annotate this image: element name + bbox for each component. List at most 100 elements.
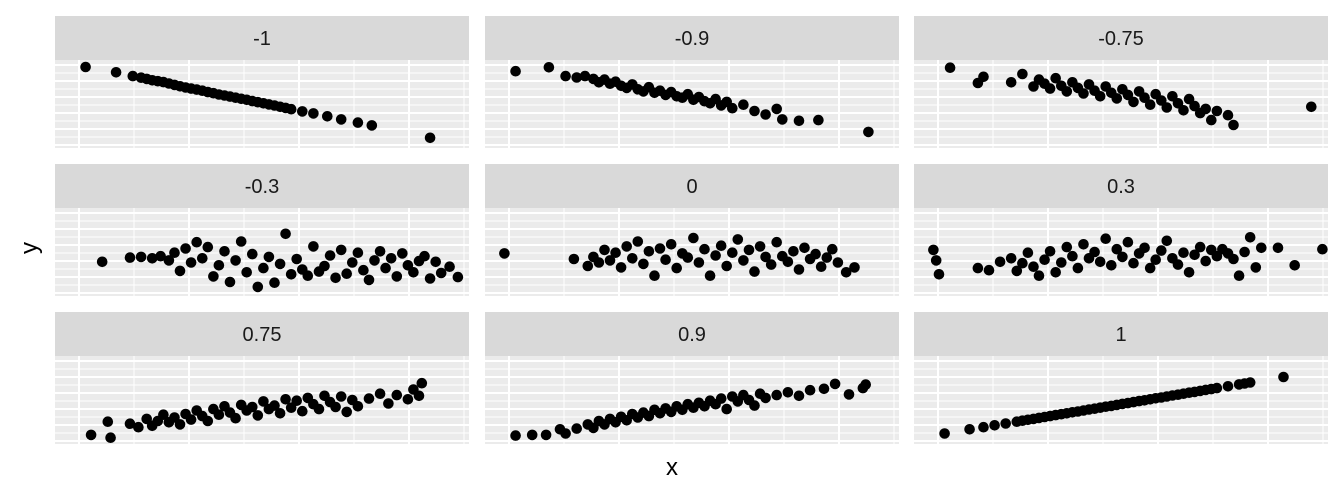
data-point — [571, 423, 582, 434]
data-point — [1239, 246, 1250, 258]
data-point — [499, 248, 510, 259]
data-point — [732, 234, 744, 245]
data-point — [582, 260, 594, 272]
facet-strip — [914, 16, 1328, 60]
data-point — [219, 246, 230, 257]
data-point — [827, 243, 838, 255]
data-point — [1117, 251, 1128, 263]
data-point — [944, 62, 956, 73]
data-point — [96, 256, 108, 268]
data-point — [649, 270, 660, 282]
data-point — [1111, 93, 1123, 104]
data-point — [269, 400, 280, 411]
data-point — [593, 257, 605, 268]
data-point — [699, 243, 710, 255]
data-point — [994, 256, 1006, 268]
data-point — [843, 389, 855, 400]
data-point — [191, 236, 202, 248]
facet-strip — [55, 164, 469, 208]
data-point — [202, 241, 214, 253]
data-point — [280, 228, 291, 240]
data-point — [983, 264, 995, 276]
data-point — [1244, 232, 1256, 243]
data-point — [1089, 246, 1100, 258]
data-point — [269, 277, 280, 289]
data-point — [247, 401, 258, 413]
data-point — [771, 389, 782, 401]
data-point — [804, 384, 816, 396]
data-point — [1244, 377, 1256, 388]
data-point — [1172, 259, 1184, 270]
data-point — [274, 408, 286, 419]
data-point — [424, 132, 436, 144]
data-point — [146, 252, 158, 264]
data-point — [1000, 418, 1011, 429]
data-point — [369, 255, 380, 266]
data-point — [374, 388, 386, 400]
data-point — [930, 255, 942, 266]
data-point — [105, 432, 116, 444]
data-point — [419, 250, 430, 262]
data-point — [1050, 72, 1061, 84]
data-point — [738, 99, 749, 110]
data-point — [235, 236, 247, 247]
data-point — [1144, 262, 1156, 274]
data-point — [818, 383, 830, 395]
data-point — [102, 416, 114, 428]
data-point — [308, 241, 319, 252]
data-point — [1050, 267, 1061, 278]
data-point — [230, 412, 241, 424]
data-point — [385, 252, 397, 264]
data-point — [510, 430, 521, 441]
data-point — [1278, 371, 1289, 383]
data-point — [430, 256, 442, 268]
data-point — [1211, 382, 1223, 394]
facet-strip-label: 0.9 — [678, 324, 706, 346]
data-point — [693, 257, 705, 268]
data-point — [615, 262, 627, 273]
data-point — [540, 429, 552, 441]
data-point — [821, 252, 833, 263]
data-point — [721, 403, 732, 415]
data-point — [1317, 243, 1328, 255]
data-point — [526, 429, 538, 441]
data-point — [793, 390, 805, 402]
data-point — [297, 106, 308, 117]
data-point — [1078, 88, 1089, 99]
data-point — [263, 251, 275, 263]
data-point — [840, 267, 852, 278]
data-point — [347, 257, 358, 268]
facet-strip-label: -1 — [253, 28, 271, 50]
data-point — [704, 270, 716, 282]
facet-strip — [485, 16, 899, 60]
data-point — [352, 117, 364, 128]
data-point — [285, 269, 297, 280]
data-point — [127, 70, 139, 82]
data-point — [391, 389, 403, 401]
data-point — [1161, 235, 1173, 247]
data-point — [1211, 105, 1223, 117]
facet-9: 1 — [914, 312, 1328, 444]
data-point — [1078, 239, 1089, 250]
data-point — [208, 271, 219, 282]
data-point — [1072, 262, 1084, 274]
data-point — [1061, 86, 1073, 97]
data-point — [1228, 119, 1239, 131]
facet-strip-label: 0.3 — [1107, 176, 1135, 198]
data-point — [1156, 245, 1167, 256]
data-point — [252, 410, 264, 421]
data-point — [1306, 101, 1317, 113]
data-point — [1178, 105, 1189, 116]
data-point — [771, 103, 782, 115]
data-point — [1017, 68, 1028, 80]
facet-strip-label: 1 — [1115, 324, 1126, 346]
data-point — [743, 244, 755, 256]
data-point — [380, 262, 391, 274]
data-point — [408, 267, 419, 278]
data-point — [760, 251, 771, 263]
data-point — [313, 403, 325, 415]
data-point — [793, 115, 805, 127]
data-point — [322, 111, 333, 122]
